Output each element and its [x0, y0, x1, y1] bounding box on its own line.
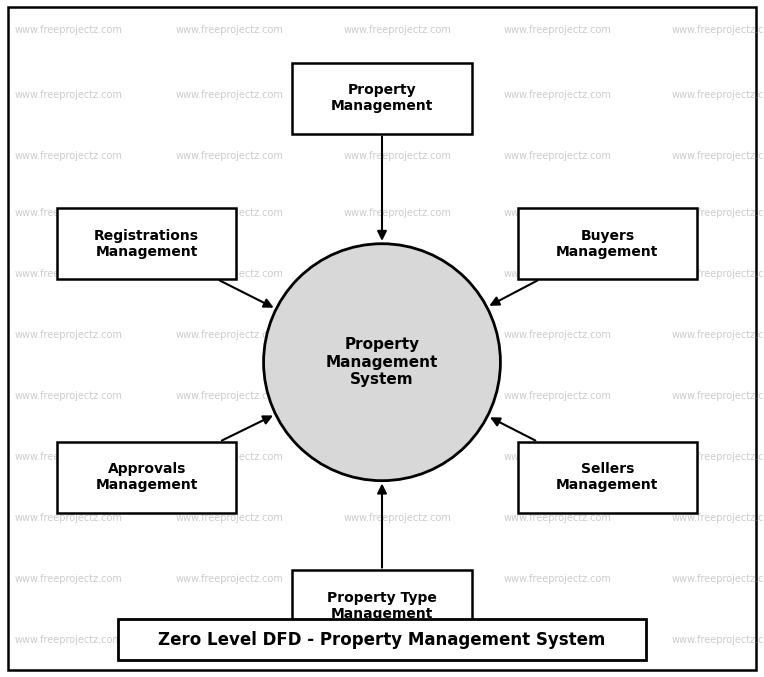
Text: www.freeprojectz.com: www.freeprojectz.com — [15, 269, 123, 279]
Text: www.freeprojectz.com: www.freeprojectz.com — [175, 90, 283, 100]
Text: www.freeprojectz.com: www.freeprojectz.com — [15, 574, 123, 584]
Text: Property
Management
System: Property Management System — [325, 337, 439, 387]
Text: www.freeprojectz.com: www.freeprojectz.com — [503, 635, 612, 645]
Text: www.freeprojectz.com: www.freeprojectz.com — [672, 635, 764, 645]
Text: www.freeprojectz.com: www.freeprojectz.com — [175, 151, 283, 160]
Text: www.freeprojectz.com: www.freeprojectz.com — [343, 26, 452, 35]
Text: www.freeprojectz.com: www.freeprojectz.com — [343, 635, 452, 645]
Text: www.freeprojectz.com: www.freeprojectz.com — [15, 513, 123, 523]
Text: www.freeprojectz.com: www.freeprojectz.com — [15, 209, 123, 218]
Text: www.freeprojectz.com: www.freeprojectz.com — [672, 209, 764, 218]
Bar — [518, 441, 697, 513]
Text: www.freeprojectz.com: www.freeprojectz.com — [672, 574, 764, 584]
Text: www.freeprojectz.com: www.freeprojectz.com — [503, 269, 612, 279]
Text: www.freeprojectz.com: www.freeprojectz.com — [175, 635, 283, 645]
Text: www.freeprojectz.com: www.freeprojectz.com — [175, 391, 283, 401]
Text: www.freeprojectz.com: www.freeprojectz.com — [672, 26, 764, 35]
Text: www.freeprojectz.com: www.freeprojectz.com — [343, 330, 452, 340]
Text: Property Type
Management: Property Type Management — [327, 591, 437, 621]
Text: www.freeprojectz.com: www.freeprojectz.com — [343, 391, 452, 401]
Text: www.freeprojectz.com: www.freeprojectz.com — [503, 151, 612, 160]
Text: www.freeprojectz.com: www.freeprojectz.com — [503, 26, 612, 35]
Text: www.freeprojectz.com: www.freeprojectz.com — [15, 391, 123, 401]
Text: www.freeprojectz.com: www.freeprojectz.com — [343, 574, 452, 584]
Bar — [118, 619, 646, 660]
Text: www.freeprojectz.com: www.freeprojectz.com — [672, 391, 764, 401]
Text: www.freeprojectz.com: www.freeprojectz.com — [343, 269, 452, 279]
Text: www.freeprojectz.com: www.freeprojectz.com — [503, 574, 612, 584]
Text: Registrations
Management: Registrations Management — [94, 229, 199, 259]
Text: www.freeprojectz.com: www.freeprojectz.com — [15, 90, 123, 100]
Text: Approvals
Management: Approvals Management — [96, 462, 198, 492]
Text: www.freeprojectz.com: www.freeprojectz.com — [175, 452, 283, 462]
Text: www.freeprojectz.com: www.freeprojectz.com — [175, 513, 283, 523]
Text: www.freeprojectz.com: www.freeprojectz.com — [15, 452, 123, 462]
Text: www.freeprojectz.com: www.freeprojectz.com — [503, 513, 612, 523]
Text: www.freeprojectz.com: www.freeprojectz.com — [672, 330, 764, 340]
Bar — [293, 62, 472, 133]
Text: www.freeprojectz.com: www.freeprojectz.com — [175, 330, 283, 340]
Text: Zero Level DFD - Property Management System: Zero Level DFD - Property Management Sys… — [158, 631, 606, 649]
Text: www.freeprojectz.com: www.freeprojectz.com — [503, 330, 612, 340]
Text: www.freeprojectz.com: www.freeprojectz.com — [15, 330, 123, 340]
Text: www.freeprojectz.com: www.freeprojectz.com — [503, 452, 612, 462]
Text: www.freeprojectz.com: www.freeprojectz.com — [503, 391, 612, 401]
Text: Sellers
Management: Sellers Management — [556, 462, 659, 492]
Text: www.freeprojectz.com: www.freeprojectz.com — [175, 269, 283, 279]
Bar — [57, 441, 237, 513]
Text: www.freeprojectz.com: www.freeprojectz.com — [15, 151, 123, 160]
Bar — [293, 570, 472, 642]
Text: Property
Management: Property Management — [331, 83, 433, 113]
Text: www.freeprojectz.com: www.freeprojectz.com — [15, 26, 123, 35]
Text: www.freeprojectz.com: www.freeprojectz.com — [175, 574, 283, 584]
Text: www.freeprojectz.com: www.freeprojectz.com — [343, 90, 452, 100]
Bar — [57, 209, 237, 279]
Bar — [518, 209, 697, 279]
Text: www.freeprojectz.com: www.freeprojectz.com — [175, 26, 283, 35]
Ellipse shape — [264, 244, 500, 481]
Text: www.freeprojectz.com: www.freeprojectz.com — [503, 90, 612, 100]
Text: www.freeprojectz.com: www.freeprojectz.com — [343, 209, 452, 218]
Text: www.freeprojectz.com: www.freeprojectz.com — [672, 90, 764, 100]
Text: www.freeprojectz.com: www.freeprojectz.com — [15, 635, 123, 645]
Text: www.freeprojectz.com: www.freeprojectz.com — [343, 151, 452, 160]
Text: www.freeprojectz.com: www.freeprojectz.com — [503, 209, 612, 218]
Text: www.freeprojectz.com: www.freeprojectz.com — [672, 452, 764, 462]
Text: Buyers
Management: Buyers Management — [556, 229, 659, 259]
Text: www.freeprojectz.com: www.freeprojectz.com — [343, 513, 452, 523]
Text: www.freeprojectz.com: www.freeprojectz.com — [343, 452, 452, 462]
Text: www.freeprojectz.com: www.freeprojectz.com — [672, 269, 764, 279]
Text: www.freeprojectz.com: www.freeprojectz.com — [175, 209, 283, 218]
Text: www.freeprojectz.com: www.freeprojectz.com — [672, 151, 764, 160]
Text: www.freeprojectz.com: www.freeprojectz.com — [672, 513, 764, 523]
